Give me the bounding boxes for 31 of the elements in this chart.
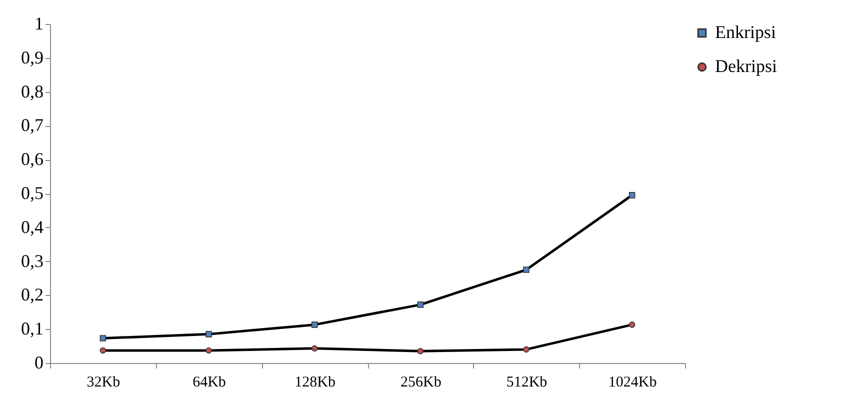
point <box>100 335 106 342</box>
point <box>417 302 424 308</box>
y-tick-label: 1 <box>34 14 44 34</box>
x-tick-label: 1024Kb <box>608 374 657 390</box>
x-tick-label: 128Kb <box>294 374 336 390</box>
point <box>206 331 212 338</box>
point <box>100 347 106 354</box>
point <box>206 347 212 354</box>
y-tick-label: 0,9 <box>21 47 44 68</box>
y-tick-label: 0 <box>34 352 44 372</box>
y-tick-label: 0,8 <box>21 81 44 102</box>
x-tick-label: 256Kb <box>400 374 442 390</box>
point <box>628 322 636 328</box>
point <box>417 348 424 354</box>
y-tick-label: 0,5 <box>21 183 44 203</box>
point <box>311 345 318 352</box>
point <box>523 346 530 353</box>
y-tick-label: 0,7 <box>21 115 44 136</box>
legend-label: Dekripsi <box>715 56 777 76</box>
x-tick-label: 32Kb <box>86 374 120 390</box>
x-tick-label: 64Kb <box>192 374 226 390</box>
y-tick-label: 0,6 <box>21 149 44 170</box>
point <box>628 192 636 198</box>
y-tick-label: 0,3 <box>21 250 44 271</box>
legend-label: Enkripsi <box>715 22 776 42</box>
y-tick-label: 0,4 <box>21 216 44 237</box>
y-tick-label: 0,1 <box>21 318 44 339</box>
y-tick-label: 0,2 <box>21 284 44 305</box>
point <box>311 322 318 328</box>
x-tick-label: 512Kb <box>506 374 548 390</box>
point <box>523 266 530 273</box>
